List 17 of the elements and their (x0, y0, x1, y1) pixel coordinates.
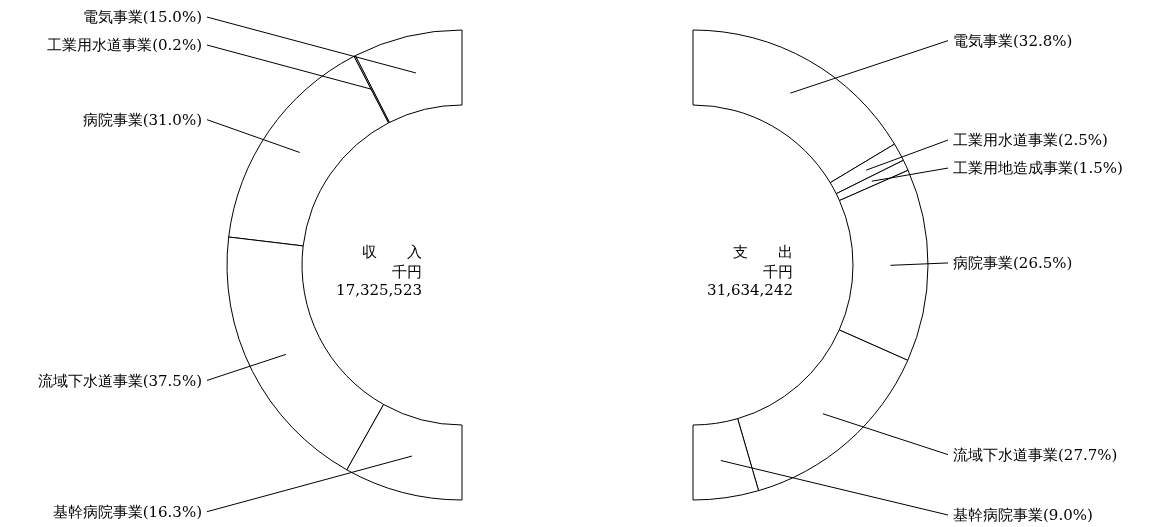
slice-label: 工業用水道事業(0.2%) (47, 36, 202, 55)
slice-label: 流域下水道事業(27.7%) (953, 445, 1118, 464)
slice-label: 病院事業(26.5%) (953, 254, 1073, 273)
slice-label: 工業用地造成事業(1.5%) (953, 159, 1123, 178)
text: 31,634,242 (707, 281, 793, 299)
slice-label: 基幹病院事業(9.0%) (953, 506, 1093, 525)
slice-label: 基幹病院事業(16.3%) (52, 502, 202, 521)
text: 千円 (763, 263, 793, 281)
text: 千円 (392, 263, 422, 281)
text: 17,325,523 (336, 281, 422, 299)
slice-label: 工業用水道事業(2.5%) (953, 131, 1108, 150)
slice-label: 流域下水道事業(37.5%) (37, 371, 202, 390)
text: 収 入 (362, 243, 422, 261)
slice-label: 病院事業(31.0%) (82, 110, 202, 129)
text: 支 出 (733, 243, 793, 261)
slice-label: 電気事業(32.8%) (953, 31, 1073, 50)
slice-label: 電気事業(15.0%) (82, 8, 202, 27)
